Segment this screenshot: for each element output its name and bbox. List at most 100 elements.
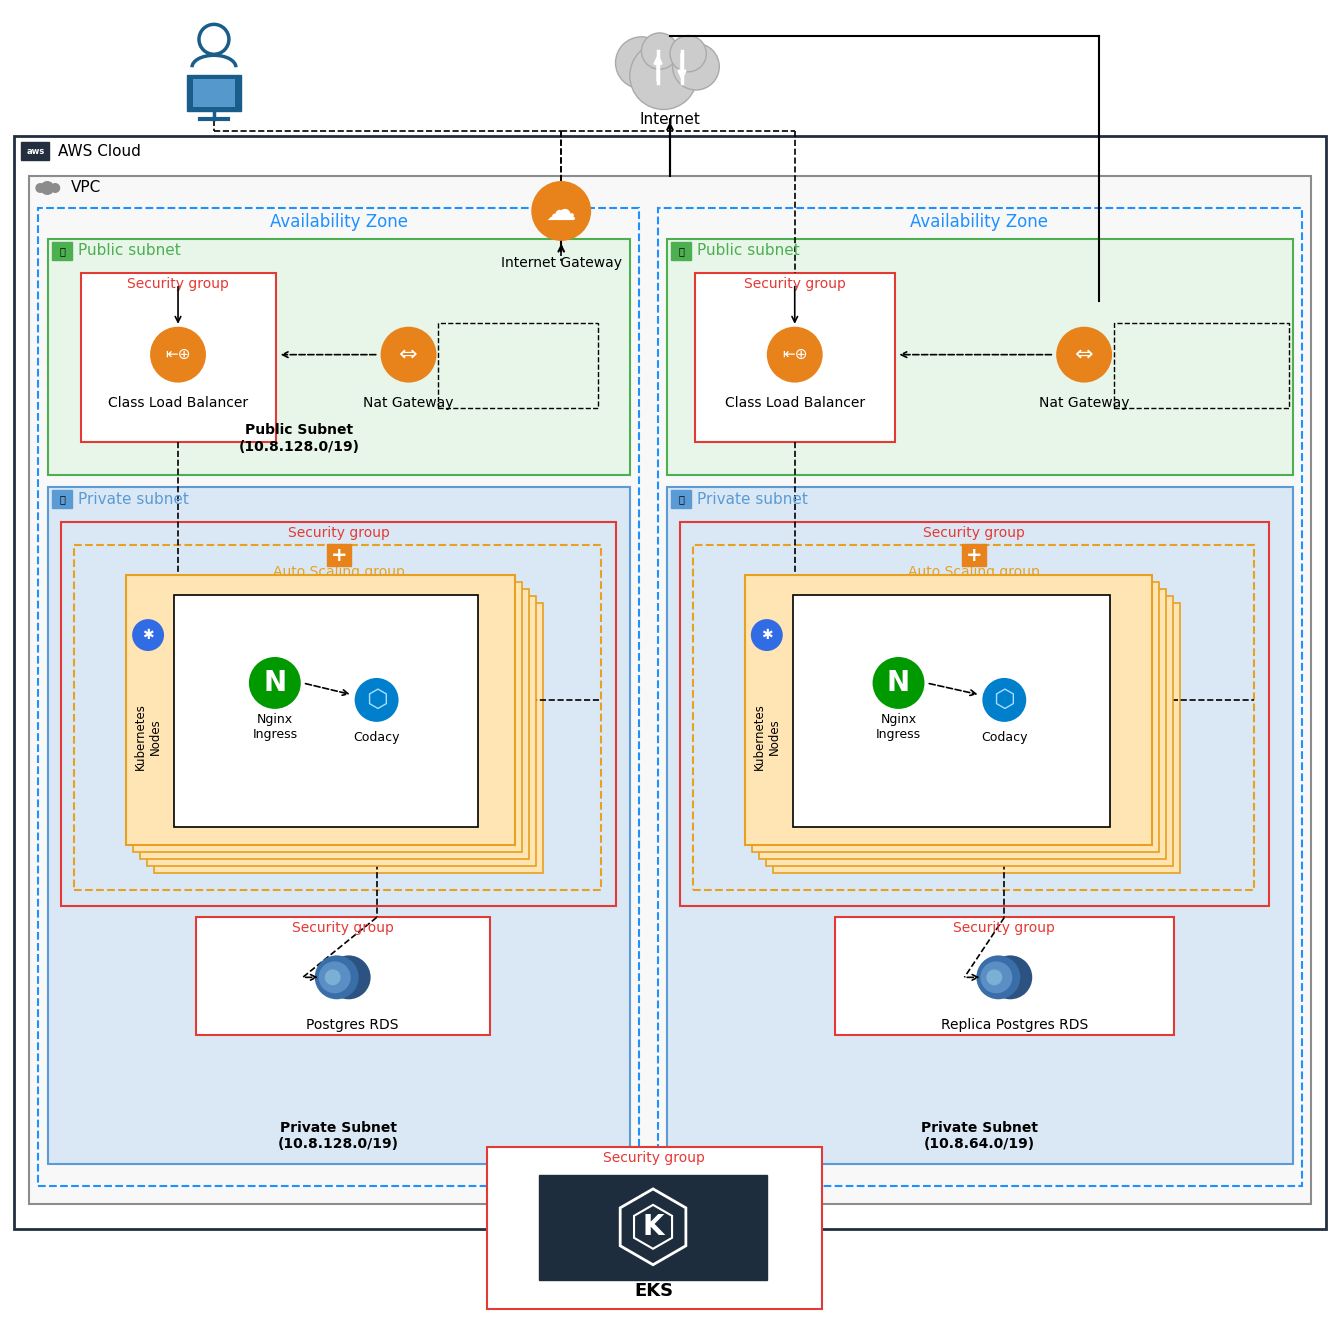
Circle shape xyxy=(319,961,351,994)
Text: Security group: Security group xyxy=(744,277,846,291)
Bar xyxy=(695,273,895,442)
Text: Nginx
Ingress: Nginx Ingress xyxy=(252,713,297,740)
Circle shape xyxy=(51,183,60,192)
Text: 🔒: 🔒 xyxy=(59,495,66,504)
Circle shape xyxy=(1056,326,1112,382)
Bar xyxy=(671,242,691,260)
Text: Class Load Balancer: Class Load Balancer xyxy=(725,395,864,410)
Circle shape xyxy=(630,42,697,109)
Bar xyxy=(1114,322,1289,407)
Bar xyxy=(154,604,543,873)
Text: Security group: Security group xyxy=(953,921,1055,936)
Text: Private subnet: Private subnet xyxy=(697,492,808,507)
Text: Codacy: Codacy xyxy=(354,731,399,744)
Bar xyxy=(174,594,478,827)
Text: ⇔: ⇔ xyxy=(399,345,418,365)
Circle shape xyxy=(977,955,1020,999)
Bar xyxy=(765,596,1172,865)
Bar xyxy=(29,176,1311,1204)
Text: Postgres RDS: Postgres RDS xyxy=(307,1018,399,1032)
Circle shape xyxy=(872,657,925,709)
Bar xyxy=(438,322,598,407)
Circle shape xyxy=(133,620,163,652)
Circle shape xyxy=(750,620,783,652)
Text: Auto Scaling group: Auto Scaling group xyxy=(909,565,1040,579)
Circle shape xyxy=(315,955,359,999)
Circle shape xyxy=(982,678,1026,722)
Circle shape xyxy=(324,969,340,986)
Circle shape xyxy=(981,961,1012,994)
Bar xyxy=(196,917,490,1035)
Bar xyxy=(52,491,72,508)
Text: aws: aws xyxy=(27,146,44,155)
Text: Availability Zone: Availability Zone xyxy=(269,212,407,231)
Bar xyxy=(48,239,630,475)
Circle shape xyxy=(150,326,206,382)
Text: Security group: Security group xyxy=(127,277,229,291)
Bar xyxy=(679,523,1269,906)
Bar xyxy=(327,544,351,567)
Bar xyxy=(962,544,986,567)
Text: Codacy: Codacy xyxy=(981,731,1028,744)
Text: ✱: ✱ xyxy=(761,628,773,642)
Text: Nginx
Ingress: Nginx Ingress xyxy=(876,713,921,740)
Bar xyxy=(147,596,536,865)
Circle shape xyxy=(642,33,678,69)
Text: +: + xyxy=(331,545,347,565)
Bar xyxy=(141,589,529,859)
Circle shape xyxy=(673,44,720,90)
Text: 🔒: 🔒 xyxy=(678,495,683,504)
Bar xyxy=(667,239,1293,475)
Bar xyxy=(793,594,1110,827)
Text: ⇔: ⇔ xyxy=(1075,345,1093,365)
Text: AWS Cloud: AWS Cloud xyxy=(58,143,141,158)
Text: K: K xyxy=(642,1213,663,1241)
Text: 🔒: 🔒 xyxy=(59,245,66,256)
Text: Nat Gateway: Nat Gateway xyxy=(1038,395,1130,410)
Bar xyxy=(835,917,1174,1035)
Text: Public Subnet
(10.8.128.0/19): Public Subnet (10.8.128.0/19) xyxy=(239,423,359,454)
Bar xyxy=(188,76,241,111)
Text: Security group: Security group xyxy=(603,1151,705,1165)
Text: 🔒: 🔒 xyxy=(678,245,683,256)
Text: Kubernetes
Nodes: Kubernetes Nodes xyxy=(134,703,162,770)
Bar xyxy=(52,242,72,260)
Circle shape xyxy=(531,180,591,242)
Text: Security group: Security group xyxy=(288,527,390,540)
Text: Class Load Balancer: Class Load Balancer xyxy=(109,395,248,410)
Text: Kubernetes
Nodes: Kubernetes Nodes xyxy=(753,703,781,770)
Text: Auto Scaling group: Auto Scaling group xyxy=(273,565,405,579)
Bar xyxy=(62,523,616,906)
Circle shape xyxy=(381,326,437,382)
Bar xyxy=(752,583,1159,852)
Text: ⇤⊕: ⇤⊕ xyxy=(165,348,190,362)
Text: Security group: Security group xyxy=(292,921,394,936)
Bar xyxy=(39,208,639,1186)
Text: Internet Gateway: Internet Gateway xyxy=(501,256,622,269)
Circle shape xyxy=(35,183,46,192)
Circle shape xyxy=(670,36,706,72)
Text: Nat Gateway: Nat Gateway xyxy=(363,395,454,410)
Bar xyxy=(15,137,1325,1229)
Text: ✱: ✱ xyxy=(142,628,154,642)
Bar xyxy=(48,487,630,1164)
Circle shape xyxy=(986,969,1002,986)
Bar xyxy=(671,491,691,508)
Bar xyxy=(745,575,1152,844)
Bar xyxy=(82,273,276,442)
Bar xyxy=(693,545,1254,889)
Text: ⬡: ⬡ xyxy=(366,687,387,711)
Text: +: + xyxy=(966,545,982,565)
Text: Internet: Internet xyxy=(639,111,701,126)
Circle shape xyxy=(327,955,371,999)
Circle shape xyxy=(989,955,1032,999)
Text: N: N xyxy=(263,669,287,697)
Text: ☁: ☁ xyxy=(545,196,576,226)
Bar xyxy=(758,589,1166,859)
Circle shape xyxy=(40,180,55,195)
Bar xyxy=(133,583,523,852)
Bar xyxy=(488,1147,821,1308)
Text: Public subnet: Public subnet xyxy=(78,243,181,259)
Text: ⬡: ⬡ xyxy=(993,687,1016,711)
Text: EKS: EKS xyxy=(634,1282,674,1299)
